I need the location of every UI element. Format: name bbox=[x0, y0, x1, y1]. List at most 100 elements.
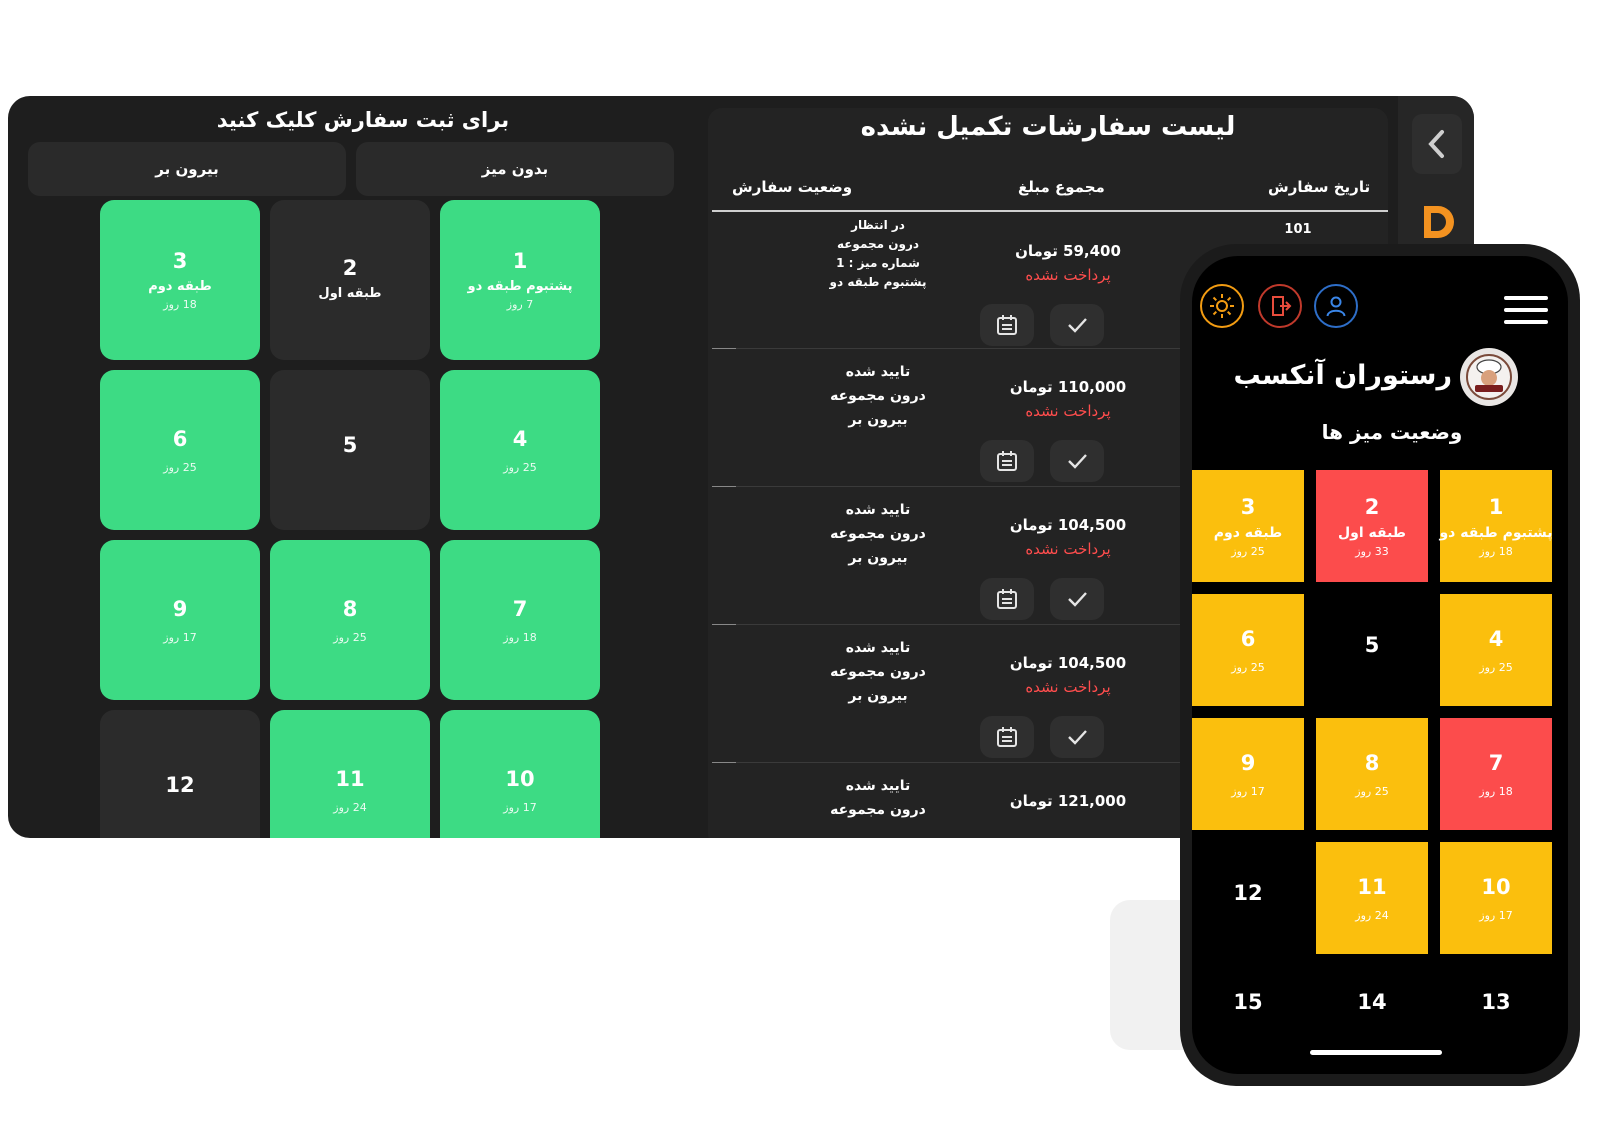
table-tile[interactable]: 10 17 روز bbox=[440, 710, 600, 838]
order-row: در انتظار درون مجموعه شماره میز : 1 پشتب… bbox=[708, 212, 1388, 352]
table-tile[interactable]: 9 17 روز bbox=[100, 540, 260, 700]
table-tile[interactable]: 7 18 روز bbox=[440, 540, 600, 700]
table-days: 17 روز bbox=[503, 800, 537, 814]
table-tile[interactable]: 5 bbox=[270, 370, 430, 530]
check-icon bbox=[1068, 454, 1087, 469]
menu-icon[interactable] bbox=[1504, 296, 1548, 330]
payment-status: پرداخت نشده bbox=[1025, 678, 1111, 696]
column-header-status: وضعیت سفارش bbox=[732, 178, 853, 196]
phone-table-tile[interactable]: 4 25 روز bbox=[1440, 594, 1552, 706]
table-label: پشتبوم طبقه دو bbox=[1439, 524, 1553, 541]
phone-table-tile[interactable]: 12 bbox=[1192, 842, 1304, 954]
theme-toggle-button[interactable] bbox=[1200, 284, 1244, 328]
tab-no-table[interactable]: بدون میز bbox=[356, 142, 674, 196]
order-status: در انتظار درون مجموعه شماره میز : 1 پشتب… bbox=[788, 216, 968, 292]
order-row: تایید شده درون مجموعه بیرون بر 104,500 ت… bbox=[708, 486, 1388, 626]
table-days: 18 روز bbox=[503, 630, 537, 644]
table-days: 25 روز bbox=[333, 630, 367, 644]
phone-table-tile[interactable]: 11 24 روز bbox=[1316, 842, 1428, 954]
table-tile[interactable]: 4 25 روز bbox=[440, 370, 600, 530]
order-status: تایید شده درون مجموعه بیرون بر bbox=[788, 636, 968, 708]
logout-button[interactable] bbox=[1258, 284, 1302, 328]
status-line: شماره میز : 1 bbox=[836, 256, 920, 270]
table-number: 2 bbox=[1364, 494, 1380, 519]
column-header-total: مجموع مبلغ bbox=[1018, 178, 1105, 196]
confirm-button[interactable] bbox=[1050, 440, 1104, 482]
chevron-left-icon bbox=[1428, 130, 1444, 158]
table-tile[interactable]: 12 bbox=[100, 710, 260, 838]
table-tile[interactable]: 6 25 روز bbox=[100, 370, 260, 530]
table-label: طبقه دوم bbox=[148, 279, 212, 294]
confirm-button[interactable] bbox=[1050, 304, 1104, 346]
table-tile[interactable]: 2 طبقه اول bbox=[270, 200, 430, 360]
order-status: تایید شده درون مجموعه بیرون بر bbox=[788, 360, 968, 432]
table-number: 5 bbox=[342, 433, 358, 457]
table-tile[interactable]: 1 پشتبوم طبقه دو 7 روز bbox=[440, 200, 600, 360]
table-number: 1 bbox=[1488, 494, 1504, 519]
table-number: 5 bbox=[1364, 633, 1380, 657]
status-line: تایید شده bbox=[845, 502, 911, 518]
status-line: درون مجموعه bbox=[830, 526, 926, 542]
order-status: تایید شده درون مجموعه بیرون بر bbox=[788, 498, 968, 570]
status-line: بیرون بر bbox=[848, 412, 908, 428]
profile-button[interactable] bbox=[1314, 284, 1358, 328]
table-days: 25 روز bbox=[1479, 660, 1513, 674]
back-button[interactable] bbox=[1412, 114, 1462, 174]
table-number: 4 bbox=[1488, 626, 1504, 651]
calendar-icon bbox=[997, 451, 1017, 471]
phone-table-tile[interactable]: 3 طبقه دوم 25 روز bbox=[1192, 470, 1304, 582]
order-amount: 110,000 تومان bbox=[1009, 378, 1127, 396]
column-header-date: تاریخ سفارش bbox=[1268, 178, 1371, 196]
row-divider bbox=[736, 348, 1388, 349]
table-days: 24 روز bbox=[333, 800, 367, 814]
phone-table-tile[interactable]: 7 18 روز bbox=[1440, 718, 1552, 830]
order-amount: 121,000 تومان bbox=[1009, 792, 1127, 810]
table-tile[interactable]: 3 طبقه دوم 18 روز bbox=[100, 200, 260, 360]
phone-table-tile[interactable]: 1 پشتبوم طبقه دو 18 روز bbox=[1439, 470, 1553, 582]
status-line: پشتبوم طبقه دو bbox=[829, 275, 927, 289]
table-days: 17 روز bbox=[163, 630, 197, 644]
tables-grid: 3 طبقه دوم 18 روز 2 طبقه اول 1 پشتبوم طبقه د… bbox=[100, 200, 620, 838]
table-tile[interactable]: 8 25 روز bbox=[270, 540, 430, 700]
calendar-button[interactable] bbox=[980, 304, 1034, 346]
table-tile[interactable]: 11 24 روز bbox=[270, 710, 430, 838]
tab-takeaway[interactable]: بیرون بر bbox=[28, 142, 346, 196]
status-line: درون مجموعه bbox=[830, 802, 926, 818]
check-icon bbox=[1068, 730, 1087, 745]
status-line: درون مجموعه bbox=[836, 237, 920, 251]
table-days: 25 روز bbox=[163, 460, 197, 474]
table-label: طبقه اول bbox=[318, 285, 382, 301]
phone-table-tile[interactable]: 13 bbox=[1440, 946, 1552, 1058]
calendar-button[interactable] bbox=[980, 716, 1034, 758]
status-line: تایید شده bbox=[845, 640, 911, 656]
payment-status: پرداخت نشده bbox=[1025, 402, 1111, 420]
table-days: 18 روز bbox=[1479, 544, 1513, 558]
check-icon bbox=[1068, 318, 1087, 333]
row-divider bbox=[736, 762, 1388, 763]
phone-table-tile[interactable]: 10 17 روز bbox=[1440, 842, 1552, 954]
tables-status-title: وضعیت میز ها bbox=[1321, 420, 1463, 444]
order-row: تایید شده درون مجموعه بیرون بر 110,000 ت… bbox=[708, 348, 1388, 488]
phone-table-tile[interactable]: 8 25 روز bbox=[1316, 718, 1428, 830]
phone-table-tile[interactable]: 6 25 روز bbox=[1192, 594, 1304, 706]
row-divider bbox=[712, 624, 736, 625]
status-line: بیرون بر bbox=[848, 550, 908, 566]
phone-table-tile[interactable]: 5 bbox=[1316, 594, 1428, 706]
confirm-button[interactable] bbox=[1050, 716, 1104, 758]
phone-table-tile[interactable]: 14 bbox=[1316, 946, 1428, 1058]
table-number: 10 bbox=[1481, 874, 1511, 899]
order-amount-block: 121,000 تومان bbox=[978, 792, 1158, 810]
order-amount: 59,400 تومان bbox=[1015, 242, 1121, 260]
table-number: 8 bbox=[1364, 750, 1380, 775]
phone-table-tile[interactable]: 15 bbox=[1192, 946, 1304, 1058]
calendar-button[interactable] bbox=[980, 440, 1034, 482]
calendar-button[interactable] bbox=[980, 578, 1034, 620]
phone-table-tile[interactable]: 9 17 روز bbox=[1192, 718, 1304, 830]
confirm-button[interactable] bbox=[1050, 578, 1104, 620]
payment-status: پرداخت نشده bbox=[1025, 266, 1111, 284]
table-days: 17 روز bbox=[1231, 784, 1265, 798]
row-divider bbox=[736, 486, 1388, 487]
order-row: تایید شده درون مجموعه 121,000 تومان bbox=[708, 762, 1388, 838]
orders-panel-title: لیست سفارشات تکمیل نشده bbox=[860, 112, 1236, 142]
phone-table-tile[interactable]: 2 طبقه اول 33 روز bbox=[1316, 470, 1428, 582]
